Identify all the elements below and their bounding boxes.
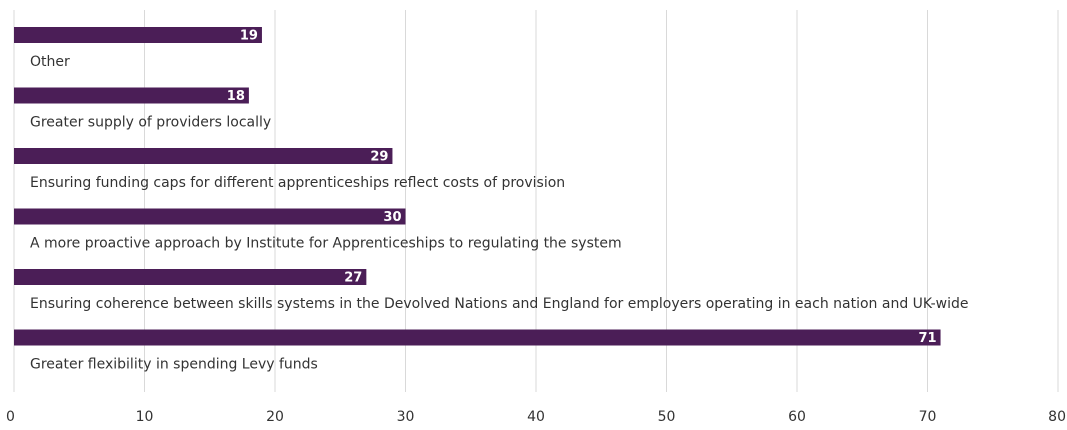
x-tick-label: 20 xyxy=(266,409,284,425)
bar xyxy=(14,208,406,225)
category-label: Other xyxy=(30,54,70,70)
bar xyxy=(14,269,367,285)
x-tick-label: 70 xyxy=(919,409,937,425)
bar xyxy=(14,148,393,164)
value-label: 71 xyxy=(918,331,936,346)
value-label: 18 xyxy=(227,89,245,104)
category-label: Greater flexibility in spending Levy fun… xyxy=(30,357,318,373)
category-label: Ensuring funding caps for different appr… xyxy=(30,175,565,191)
bar xyxy=(14,329,941,346)
x-tick-label: 40 xyxy=(527,409,545,425)
value-label: 30 xyxy=(383,210,401,225)
x-tick-label: 30 xyxy=(397,409,415,425)
x-tick-label: 0 xyxy=(6,409,15,425)
x-tick-label: 60 xyxy=(788,409,806,425)
category-label: Greater supply of providers locally xyxy=(30,115,271,131)
value-label: 19 xyxy=(240,29,258,44)
x-tick-label: 50 xyxy=(658,409,676,425)
category-label: A more proactive approach by Institute f… xyxy=(30,236,622,252)
bar xyxy=(14,27,262,43)
value-label: 29 xyxy=(370,150,388,165)
x-tick-label: 80 xyxy=(1048,409,1066,425)
x-tick-label: 10 xyxy=(136,409,154,425)
bar xyxy=(14,87,249,104)
category-label: Ensuring coherence between skills system… xyxy=(30,296,969,312)
value-label: 27 xyxy=(344,271,362,286)
